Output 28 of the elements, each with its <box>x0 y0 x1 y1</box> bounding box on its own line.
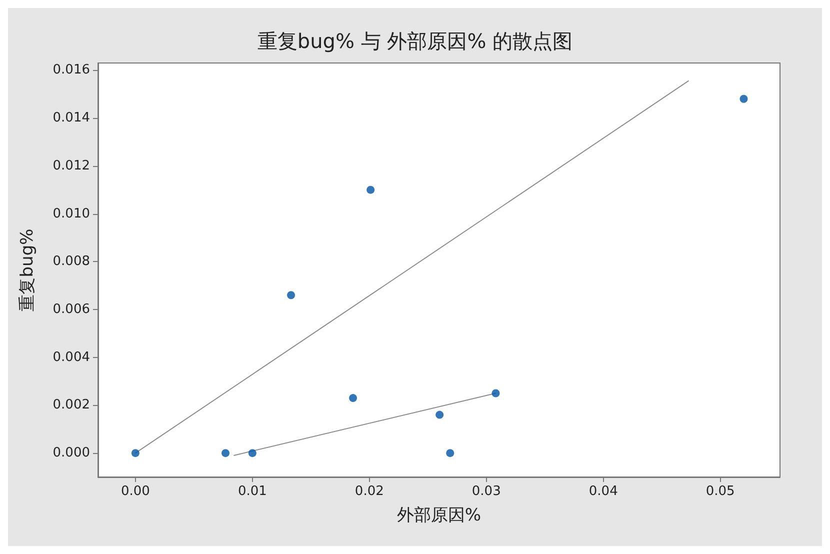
x-tick-label: 0.03 <box>472 484 501 499</box>
x-tick-label: 0.05 <box>706 484 735 499</box>
point <box>248 449 256 458</box>
point <box>446 449 454 458</box>
point <box>740 94 748 103</box>
y-tick-label: 0.016 <box>52 62 90 78</box>
y-tick-label: 0.012 <box>52 158 90 174</box>
point <box>287 291 296 300</box>
point <box>366 186 375 194</box>
x-tick-label: 0.01 <box>238 484 267 499</box>
y-axis-title: 重复bug% <box>18 228 38 312</box>
point <box>492 389 500 398</box>
point <box>349 394 358 402</box>
x-tick-label: 0.02 <box>354 484 384 499</box>
y-tick-label: 0.002 <box>52 398 90 413</box>
y-tick-label: 0.008 <box>52 254 90 270</box>
y-tick-label: 0.004 <box>52 350 90 365</box>
point <box>222 449 230 458</box>
x-tick-label: 0.00 <box>120 484 150 499</box>
x-axis-title: 外部原因% <box>396 506 482 526</box>
chart-title: 重复bug% 与 外部原因% 的散点图 <box>257 29 573 53</box>
y-tick-label: 0.014 <box>52 110 90 126</box>
y-tick-label: 0.006 <box>52 302 90 317</box>
x-tick-label: 0.04 <box>588 484 618 499</box>
y-tick-label: 0.000 <box>52 446 90 461</box>
y-tick-label: 0.010 <box>52 206 90 222</box>
point <box>131 449 140 458</box>
point <box>436 410 444 419</box>
